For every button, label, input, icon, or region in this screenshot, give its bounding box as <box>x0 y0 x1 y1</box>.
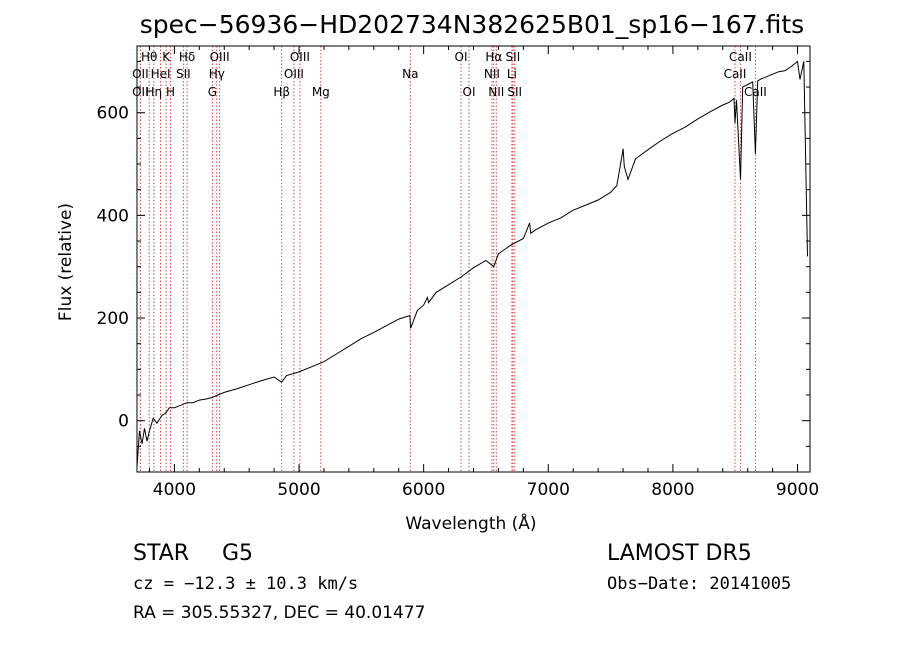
x-tick-label: 6000 <box>402 480 445 500</box>
emission-line-label: Hγ <box>209 67 225 81</box>
x-axis-label: Wavelength (Å) <box>405 512 536 534</box>
x-tick-label: 7000 <box>527 480 570 500</box>
emission-line-label: Hα <box>485 50 502 64</box>
emission-line-label: NII <box>484 67 500 81</box>
emission-line-label: SII <box>176 67 191 81</box>
y-tick-label: 400 <box>97 206 129 226</box>
spectral-subclass: G5 <box>222 541 254 566</box>
plot-frame <box>136 45 811 473</box>
x-tick-label: 9000 <box>776 480 819 500</box>
emission-line-label: OII <box>132 85 149 99</box>
emission-line-label: K <box>162 50 171 64</box>
coordinates: RA = 305.55327, DEC = 40.01477 <box>133 603 426 623</box>
emission-line-label: Na <box>402 67 418 81</box>
spectrum-line <box>136 60 808 467</box>
emission-line-label: OIII <box>284 67 304 81</box>
chart-title: spec−56936−HD202734N382625B01_sp16−167.f… <box>140 10 804 39</box>
emission-line-label: OIII <box>210 50 230 64</box>
redshift-velocity: cz = −12.3 ± 10.3 km/s <box>133 574 359 594</box>
emission-line-label: G <box>208 85 217 99</box>
emission-line-label: Hβ <box>273 85 290 99</box>
emission-line-label: Mg <box>312 85 330 99</box>
emission-line-label: Hθ <box>141 50 157 64</box>
y-axis-label: Flux (relative) <box>56 203 76 321</box>
y-axis-ticks: 0 200 400 600 <box>97 60 810 473</box>
y-tick-label: 200 <box>97 309 129 329</box>
emission-line-markers <box>139 46 756 472</box>
emission-line-label: OI <box>463 85 476 99</box>
object-type: STAR <box>133 541 190 566</box>
y-tick-label: 0 <box>118 412 129 432</box>
emission-line-label: H <box>166 85 175 99</box>
emission-line-label: OIII <box>290 50 310 64</box>
emission-line-label: SII <box>506 50 521 64</box>
x-tick-label: 8000 <box>651 480 694 500</box>
emission-line-label: CaII <box>729 50 752 64</box>
emission-line-label: CaII <box>724 67 747 81</box>
x-tick-label: 5000 <box>277 480 320 500</box>
emission-line-label: Li <box>507 67 517 81</box>
emission-line-label: Hδ <box>179 50 195 64</box>
spectrum-chart: spec−56936−HD202734N382625B01_sp16−167.f… <box>56 10 819 534</box>
emission-line-label: Hη <box>146 85 163 99</box>
y-tick-label: 600 <box>97 104 129 124</box>
survey-name: LAMOST DR5 <box>607 541 752 566</box>
emission-line-label: SII <box>507 85 522 99</box>
x-tick-label: 4000 <box>153 480 196 500</box>
emission-line-label: OII <box>132 67 149 81</box>
x-axis-ticks: 4000 5000 6000 7000 8000 9000 <box>148 46 819 500</box>
observation-date: Obs−Date: 20141005 <box>607 574 792 594</box>
emission-line-label: HeI <box>151 67 171 81</box>
emission-line-label: NII <box>488 85 504 99</box>
emission-line-label: OI <box>455 50 468 64</box>
emission-line-label: CaII <box>744 85 767 99</box>
